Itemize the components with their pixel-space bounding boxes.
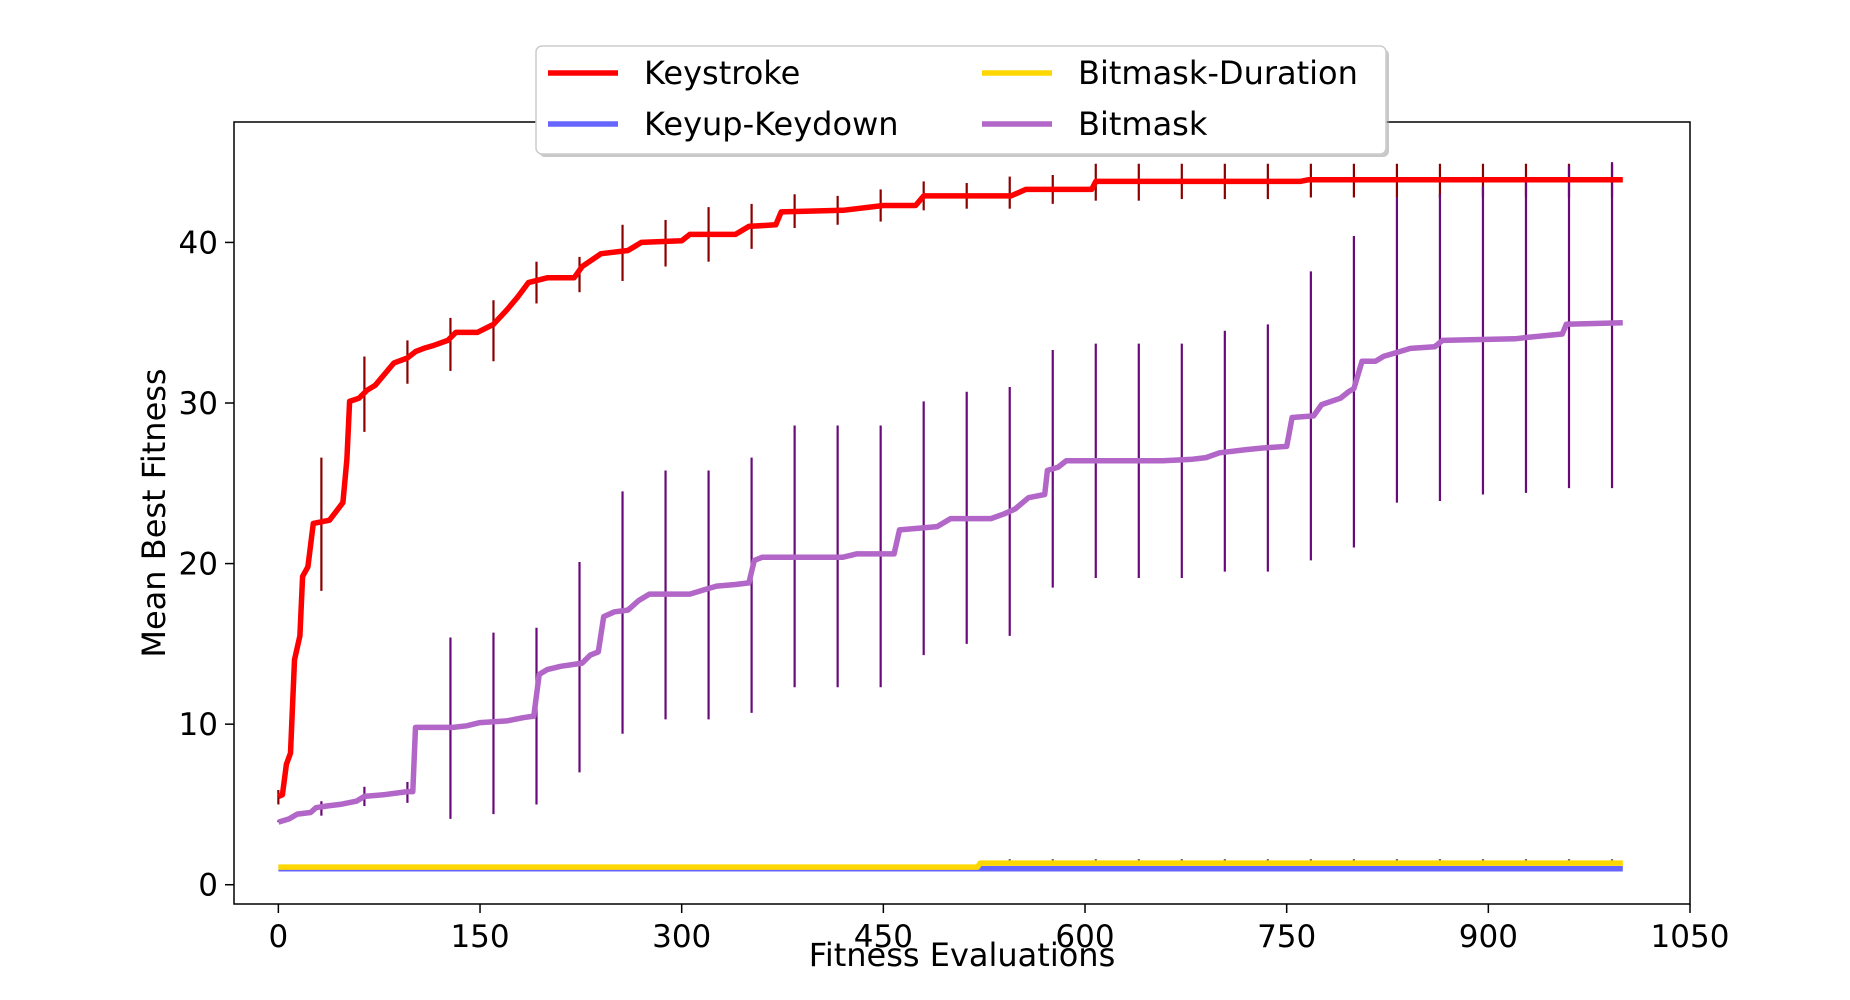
x-tick-label: 300	[652, 919, 711, 955]
y-tick-label: 10	[179, 707, 218, 743]
x-tick-label: 900	[1459, 919, 1518, 955]
series-lines	[277, 177, 1623, 872]
legend-label-keyup-keydown: Keyup-Keydown	[644, 105, 899, 143]
x-tick-label: 150	[450, 919, 509, 955]
series-line-keystroke	[277, 177, 1623, 799]
series-line-bitmask-duration	[278, 860, 1623, 870]
legend-label-bitmask: Bitmask	[1078, 105, 1208, 143]
x-tick-label: 600	[1055, 919, 1114, 955]
legend: Keystroke Keyup-Keydown Bitmask-Duration Bi…	[535, 45, 1389, 157]
y-axis-label: Mean Best Fitness	[135, 368, 173, 657]
y-tick-label: 30	[179, 386, 218, 422]
y-tick-label: 20	[179, 547, 218, 583]
plot-area	[234, 122, 1690, 904]
y-tick-label: 40	[179, 225, 218, 261]
x-axis: 0 150 300 450 600 750 900 1050	[268, 904, 1729, 955]
x-tick-label: 750	[1257, 919, 1316, 955]
y-tick-label: 0	[198, 868, 218, 904]
x-tick-label: 1050	[1651, 919, 1730, 955]
x-axis-label: Fitness Evaluations	[809, 936, 1116, 974]
legend-label-bitmask-duration: Bitmask-Duration	[1078, 54, 1358, 92]
legend-box	[535, 45, 1387, 155]
legend-label-keystroke: Keystroke	[644, 54, 800, 92]
x-tick-label: 0	[268, 919, 288, 955]
y-axis: 0 10 20 30 40	[179, 225, 234, 904]
series-line-bitmask	[277, 319, 1623, 825]
x-tick-label: 450	[854, 919, 913, 955]
